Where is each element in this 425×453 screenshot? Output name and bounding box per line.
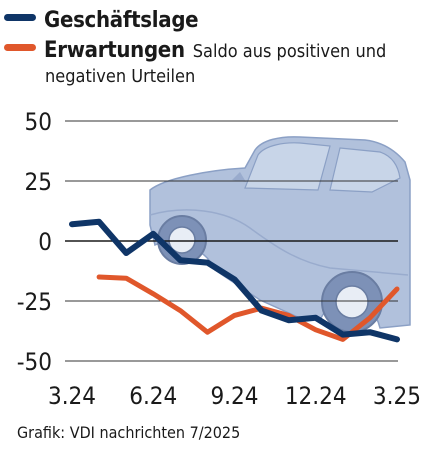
y-axis-ticks: 50 25 0 -25 -50: [17, 108, 52, 376]
car-illustration: [149, 136, 411, 333]
y-tick-label: 0: [38, 228, 52, 256]
grid-lines: [65, 120, 398, 362]
legend-description-line-1: Saldo aus positiven und: [192, 41, 387, 62]
legend-label-erwartungen: Erwartungen: [44, 38, 185, 63]
car-window-front: [244, 142, 331, 191]
legend-item-geschaeftslage: Geschäftslage: [4, 8, 199, 33]
car-rear-hub: [335, 285, 369, 319]
series-line-geschaeftslage: [69, 218, 400, 343]
legend-swatch-geschaeftslage: [4, 14, 36, 21]
x-tick-label: 6.24: [129, 382, 177, 410]
car-front-hub: [168, 226, 196, 254]
source-credit: Grafik: VDI nachrichten 7/2025: [17, 423, 241, 442]
x-tick-label: 9.24: [210, 382, 258, 410]
legend-swatch-erwartungen: [4, 44, 36, 51]
series-lines: [69, 218, 400, 343]
x-tick-label: 12.24: [285, 382, 347, 410]
car-mirror: [232, 172, 246, 182]
y-tick-label: -50: [17, 348, 52, 376]
car-side-line: [149, 209, 409, 276]
legend-label-geschaeftslage: Geschäftslage: [44, 8, 199, 33]
legend-item-erwartungen: Erwartungen Saldo aus positiven und: [4, 38, 386, 63]
legend-description-line-2: negativen Urteilen: [45, 66, 196, 87]
x-tick-label: 3.24: [48, 382, 96, 410]
y-tick-label: -25: [17, 288, 52, 316]
y-tick-label: 50: [25, 108, 52, 136]
x-axis-ticks: 3.24 6.24 9.24 12.24 3.25: [48, 382, 421, 410]
y-tick-label: 25: [25, 168, 52, 196]
x-tick-label: 3.25: [373, 382, 421, 410]
